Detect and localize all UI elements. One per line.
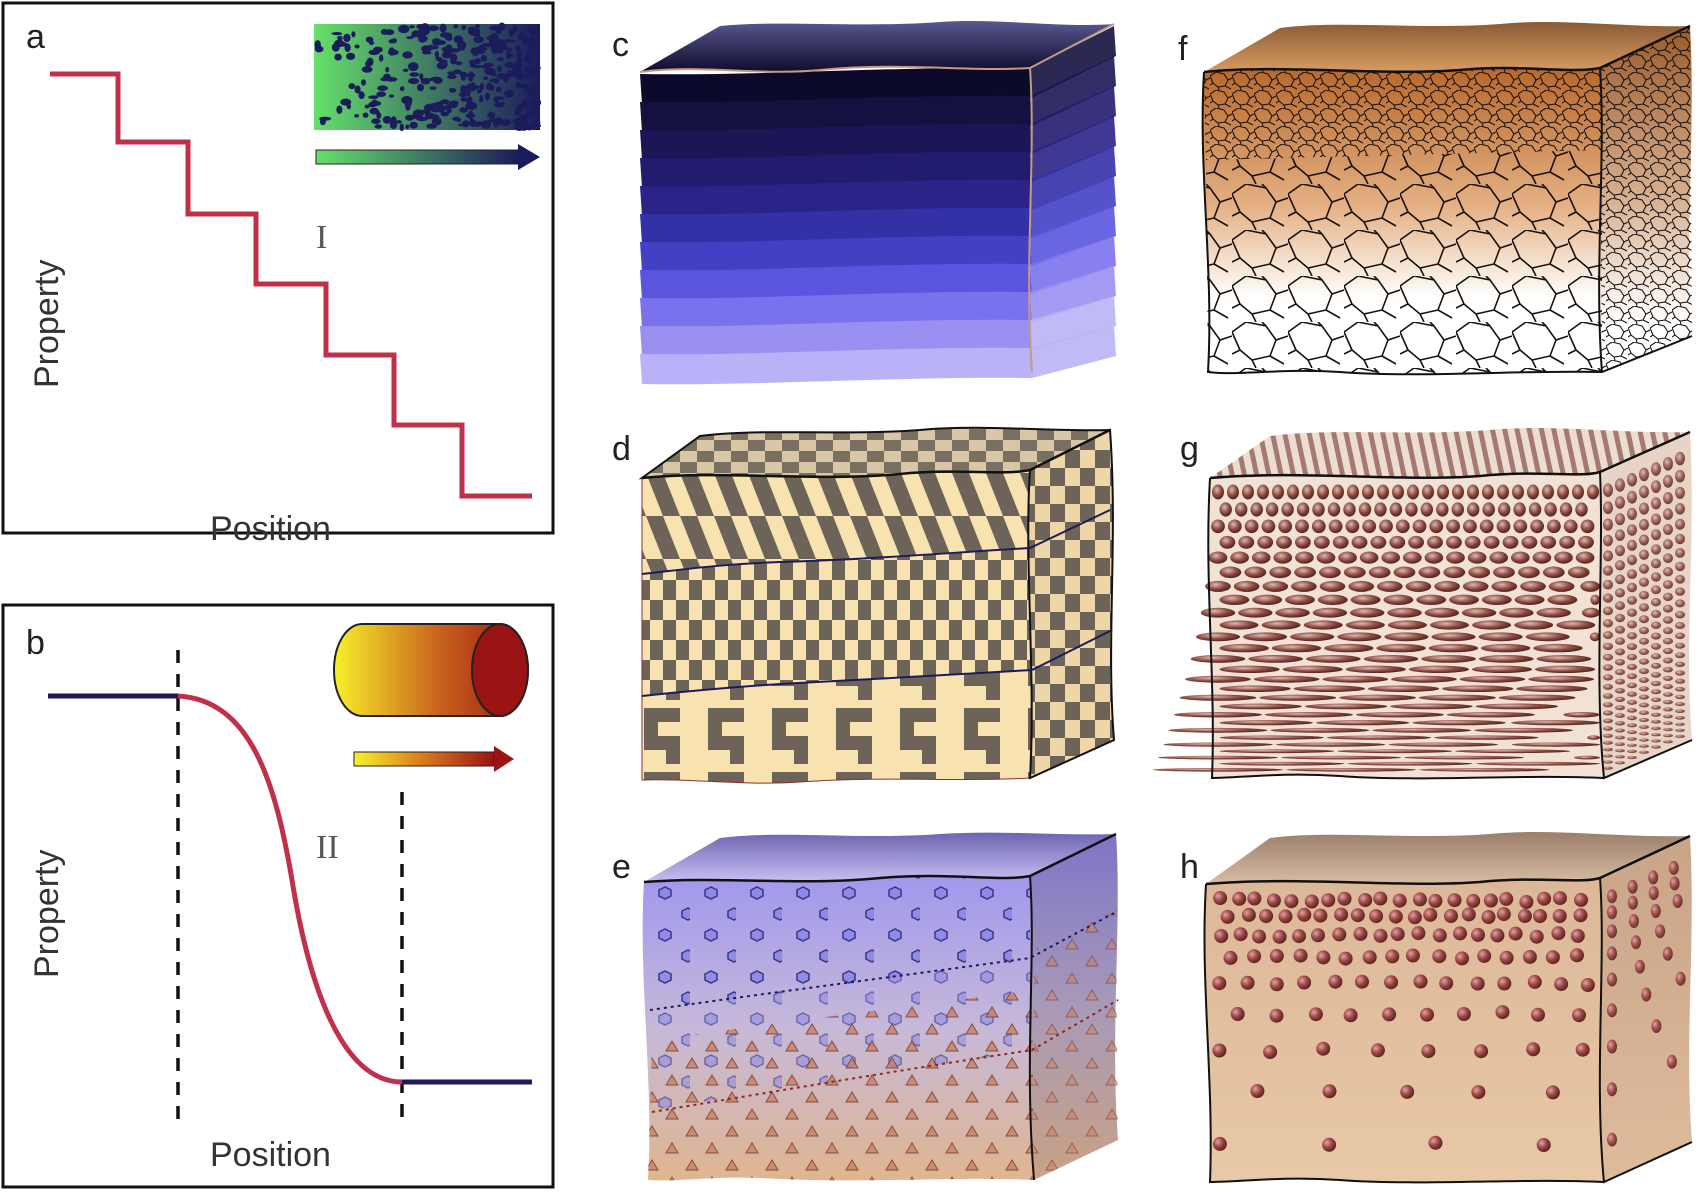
continuous-property-curve bbox=[177, 693, 403, 1085]
cube-c-top bbox=[640, 21, 1114, 72]
cube-c-side-layers bbox=[1030, 26, 1116, 378]
panel-a-ylabel: Property bbox=[28, 260, 66, 389]
graded-cylinder-icon bbox=[333, 623, 529, 717]
stepwise-property-curve bbox=[50, 71, 532, 499]
cube-h-front bbox=[1204, 878, 1604, 1183]
cube-h-top bbox=[1206, 832, 1690, 884]
panel-b-xlabel: Position bbox=[210, 1136, 331, 1174]
panel-a-label: a bbox=[26, 18, 45, 56]
panel-b: b II Position Property bbox=[1, 603, 555, 1189]
cube-d-side bbox=[1027, 428, 1116, 780]
panel-a-xlabel-text: Position bbox=[210, 510, 331, 548]
cube-g-fibers bbox=[1152, 451, 1685, 772]
panel-f-label: f bbox=[1178, 30, 1188, 68]
gradient-arrow-icon-b bbox=[353, 746, 514, 772]
panel-h-label: h bbox=[1180, 848, 1199, 886]
panel-g: g bbox=[1152, 428, 1693, 780]
cube-h-particles bbox=[1212, 860, 1686, 1152]
panel-e: e bbox=[612, 832, 1119, 1181]
panel-f: f bbox=[1178, 22, 1693, 376]
region-label-ii: II bbox=[316, 829, 339, 866]
panel-a: a I Position Position Property bbox=[1, 1, 555, 548]
panel-d-label: d bbox=[612, 430, 631, 468]
panel-h: h bbox=[1180, 832, 1693, 1184]
panel-g-label: g bbox=[1180, 430, 1199, 468]
porous-gradient-inset bbox=[314, 22, 542, 132]
panel-c-label: c bbox=[612, 26, 629, 64]
cube-h-side bbox=[1599, 836, 1692, 1182]
panel-b-label: b bbox=[26, 624, 45, 662]
panel-d: d bbox=[612, 426, 1116, 784]
cube-c-front-layers bbox=[640, 67, 1032, 385]
gradient-arrow-icon bbox=[315, 144, 540, 170]
cube-f-top bbox=[1204, 22, 1690, 72]
cube-e-top bbox=[644, 832, 1116, 882]
cube-g-top bbox=[1210, 428, 1690, 478]
region-label-i: I bbox=[316, 219, 327, 256]
panel-c: c bbox=[612, 21, 1116, 385]
panel-b-ylabel: Property bbox=[28, 850, 66, 979]
panel-e-label: e bbox=[612, 848, 631, 886]
